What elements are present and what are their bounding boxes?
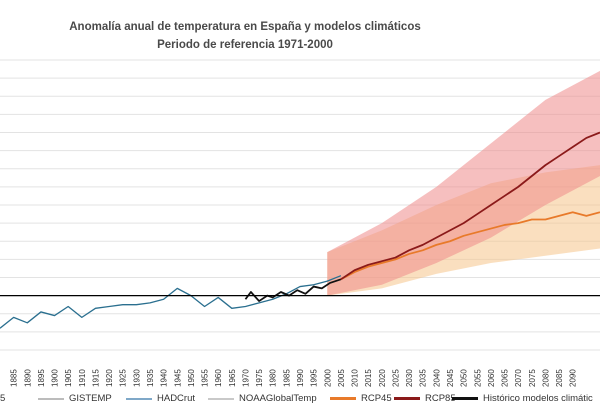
x-tick-label: 1970 (241, 369, 250, 387)
x-tick-label: 1920 (105, 369, 114, 387)
series-line-hadcrut (0, 275, 342, 329)
projection-bands (327, 70, 600, 296)
x-tick-label: 2045 (446, 369, 455, 387)
x-tick-label: 1890 (23, 369, 32, 387)
x-tick-label: 1990 (296, 369, 305, 387)
x-tick-label: 2080 (541, 369, 550, 387)
x-tick-label: 1950 (187, 369, 196, 387)
x-tick-label: 2065 (501, 369, 510, 387)
legend-item-historico: Histórico modelos climátic (452, 393, 593, 404)
x-tick-label: 2085 (555, 369, 564, 387)
x-tick-label: 1885 (10, 369, 19, 387)
legend-label-rcp85: RCP85 (425, 393, 456, 404)
legend-fragment-label: 5 (0, 393, 6, 404)
series-line-rcp45 (340, 211, 600, 281)
legend-fragment: 5 (0, 393, 5, 404)
legend-item-rcp85: RCP85 (394, 393, 456, 404)
x-tick-label: 1955 (201, 369, 210, 387)
legend-label-historico: Histórico modelos climátic (483, 393, 593, 404)
x-tick-label: 1980 (269, 369, 278, 387)
x-tick-label: 1985 (282, 369, 291, 387)
x-tick-label: 2060 (487, 369, 496, 387)
x-tick-label: 2035 (419, 369, 428, 387)
x-tick-label: 2015 (364, 369, 373, 387)
x-tick-label: 1900 (51, 369, 60, 387)
legend-item-rcp45: RCP45 (330, 393, 392, 404)
x-tick-label: 2000 (323, 369, 332, 387)
legend-label-gistemp: GISTEMP (69, 393, 112, 404)
x-tick-label: 2075 (528, 369, 537, 387)
x-tick-label: 1925 (119, 369, 128, 387)
chart-subtitle: Periodo de referencia 1971-2000 (157, 39, 333, 51)
series-line-rcp85 (340, 131, 600, 281)
legend-swatch-hadcrut (126, 397, 152, 400)
x-tick-label: 1910 (78, 369, 87, 387)
legend-item-gistemp: GISTEMP (38, 393, 112, 404)
gridlines (0, 59, 600, 351)
legend-swatch-rcp85 (394, 397, 420, 400)
legend-label-hadcrut: HADCrut (157, 393, 196, 404)
x-tick-label: 1905 (64, 369, 73, 387)
legend-label-rcp45: RCP45 (361, 393, 392, 404)
legend-swatch-noaa (208, 397, 234, 400)
legend-swatch-gistemp (38, 397, 64, 400)
x-tick-label: 2055 (473, 369, 482, 387)
x-tick-label: 1965 (228, 369, 237, 387)
x-tick-label: 1930 (132, 369, 141, 387)
x-tick-label: 1975 (255, 369, 264, 387)
legend-swatch-rcp45 (330, 397, 356, 400)
legend-item-hadcrut: HADCrut (126, 393, 195, 404)
x-tick-label: 2050 (460, 369, 469, 387)
legend-item-noaa: NOAAGlobalTemp (208, 393, 317, 404)
x-tick-label: 2010 (351, 369, 360, 387)
band-rcp85 (327, 70, 600, 296)
x-tick-label: 1995 (310, 369, 319, 387)
x-axis-ticks: 1885 1890 1895 1900 1905 1910 1915 1920 1925 1930… (10, 369, 578, 387)
x-tick-label: 2070 (514, 369, 523, 387)
legend-label-noaa: NOAAGlobalTemp (239, 393, 317, 404)
x-tick-label: 1895 (37, 369, 46, 387)
x-tick-label: 2025 (391, 369, 400, 387)
x-tick-label: 1960 (214, 369, 223, 387)
legend-swatch-historico (452, 397, 478, 400)
chart-title: Anomalía anual de temperatura en España … (69, 21, 421, 33)
x-tick-label: 2040 (432, 369, 441, 387)
x-tick-label: 2090 (569, 369, 578, 387)
x-tick-label: 2020 (378, 369, 387, 387)
x-tick-label: 1935 (146, 369, 155, 387)
x-tick-label: 1945 (173, 369, 182, 387)
x-tick-label: 1915 (91, 369, 100, 387)
x-tick-label: 2005 (337, 369, 346, 387)
x-tick-label: 1940 (160, 369, 169, 387)
chart-legend: 5 GISTEMP HADCrut NOAAGlobalTemp RCP45 R… (0, 389, 600, 411)
x-tick-label: 2030 (405, 369, 414, 387)
